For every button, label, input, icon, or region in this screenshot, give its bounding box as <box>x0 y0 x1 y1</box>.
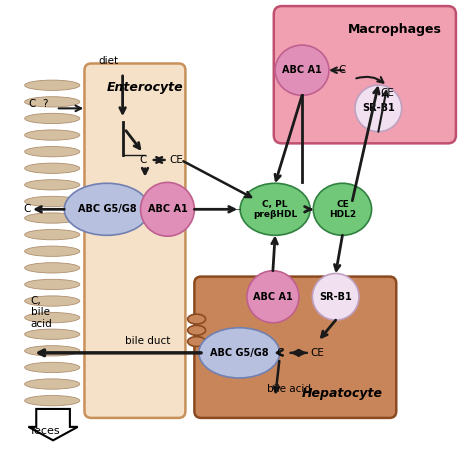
Ellipse shape <box>240 183 310 235</box>
Text: diet: diet <box>98 56 118 66</box>
Ellipse shape <box>188 325 206 335</box>
Ellipse shape <box>25 263 80 273</box>
Text: SR-B1: SR-B1 <box>362 104 395 113</box>
Text: SR-B1: SR-B1 <box>319 292 352 302</box>
Text: C: C <box>339 65 346 75</box>
Ellipse shape <box>25 396 80 406</box>
Text: acid: acid <box>31 319 53 328</box>
Ellipse shape <box>25 130 80 140</box>
Text: C: C <box>139 155 146 165</box>
Text: ?: ? <box>42 99 47 109</box>
Ellipse shape <box>247 271 299 323</box>
Ellipse shape <box>25 362 80 373</box>
Ellipse shape <box>199 328 280 378</box>
Ellipse shape <box>312 274 359 320</box>
Ellipse shape <box>25 163 80 173</box>
Ellipse shape <box>25 196 80 207</box>
Text: CE: CE <box>170 155 183 165</box>
Ellipse shape <box>141 182 194 236</box>
Text: C: C <box>23 204 31 214</box>
Ellipse shape <box>25 230 80 240</box>
Ellipse shape <box>25 213 80 223</box>
FancyBboxPatch shape <box>274 6 456 144</box>
Ellipse shape <box>25 97 80 107</box>
Ellipse shape <box>25 312 80 323</box>
Text: C,: C, <box>31 296 41 306</box>
Text: Enterocyte: Enterocyte <box>107 81 184 94</box>
Ellipse shape <box>313 183 372 235</box>
Text: ABC G5/G8: ABC G5/G8 <box>210 348 269 358</box>
Text: C, PL
preβHDL: C, PL preβHDL <box>253 200 297 219</box>
FancyArrow shape <box>28 409 78 441</box>
Ellipse shape <box>25 180 80 190</box>
Ellipse shape <box>25 346 80 356</box>
Text: CE: CE <box>311 348 325 358</box>
Text: C: C <box>28 99 36 109</box>
Ellipse shape <box>188 314 206 324</box>
Ellipse shape <box>25 279 80 290</box>
Ellipse shape <box>25 329 80 339</box>
Ellipse shape <box>355 85 401 132</box>
Ellipse shape <box>25 80 80 90</box>
Text: ABC A1: ABC A1 <box>147 204 187 214</box>
Text: bile: bile <box>31 307 50 318</box>
Text: ABC A1: ABC A1 <box>253 292 293 302</box>
Text: CE: CE <box>380 88 394 98</box>
Ellipse shape <box>25 147 80 157</box>
Ellipse shape <box>25 246 80 256</box>
Text: bile duct: bile duct <box>125 336 170 346</box>
Text: feces: feces <box>31 426 60 436</box>
Text: ABC G5/G8: ABC G5/G8 <box>78 204 136 214</box>
Ellipse shape <box>25 296 80 306</box>
FancyBboxPatch shape <box>84 63 185 418</box>
Text: Hepatocyte: Hepatocyte <box>302 387 383 400</box>
Text: CE
HDL2: CE HDL2 <box>329 200 356 219</box>
Text: bile acid: bile acid <box>266 384 310 394</box>
Ellipse shape <box>188 337 206 347</box>
Text: Macrophages: Macrophages <box>348 23 442 36</box>
Ellipse shape <box>25 113 80 124</box>
Text: C: C <box>276 348 283 358</box>
Ellipse shape <box>64 183 149 235</box>
Ellipse shape <box>25 379 80 389</box>
Ellipse shape <box>275 45 329 95</box>
Text: ABC A1: ABC A1 <box>282 65 322 75</box>
FancyBboxPatch shape <box>194 277 396 418</box>
